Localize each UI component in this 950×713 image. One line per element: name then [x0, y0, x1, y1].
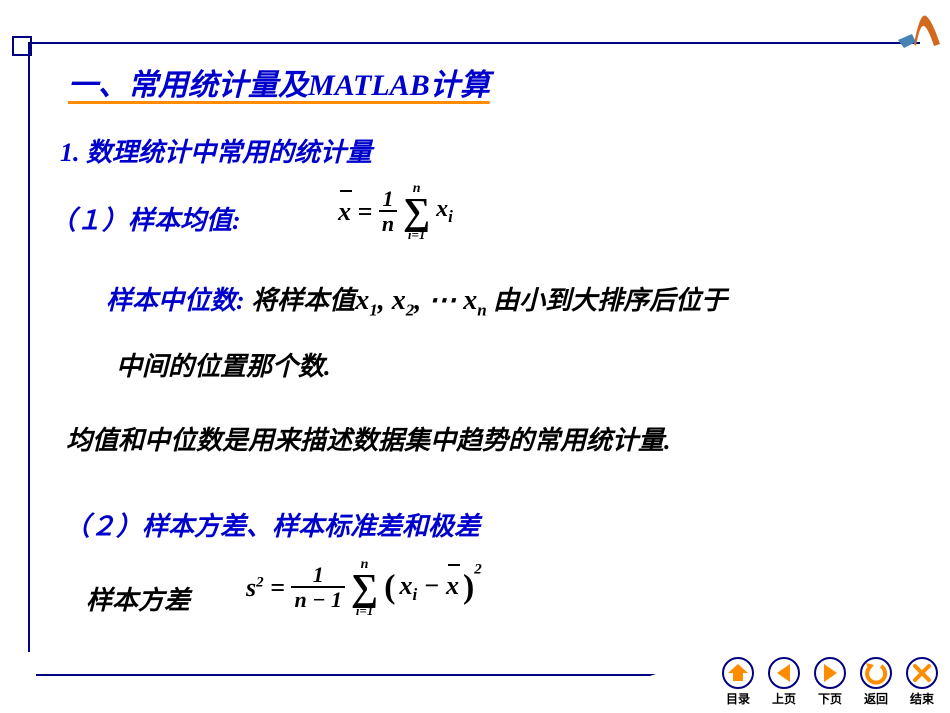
- nav-prev-button[interactable]: 上页: [768, 657, 800, 707]
- item-2-label: （２）样本方差、样本标准差和极差: [64, 506, 480, 543]
- median-line-2: 中间的位置那个数.: [116, 346, 331, 383]
- formula-mean: x = 1n n∑i=1 xi: [338, 182, 478, 252]
- description-line: 均值和中位数是用来描述数据集中趋势的常用统计量.: [66, 420, 671, 457]
- nav-bar: 目录 上页 下页 返回 结束: [722, 657, 938, 707]
- item-1-label: （１）样本均值:: [50, 200, 241, 237]
- section-heading: 1. 数理统计中常用的统计量: [60, 132, 372, 169]
- nav-toc-button[interactable]: 目录: [722, 657, 754, 707]
- footer-rule: [36, 674, 616, 676]
- variance-label: 样本方差: [86, 580, 190, 617]
- nav-next-button[interactable]: 下页: [814, 657, 846, 707]
- median-line: 样本中位数: 将样本值x1, x2, ⋯ xn 由小到大排序后位于: [106, 280, 727, 321]
- nav-back-button[interactable]: 返回: [860, 657, 892, 707]
- formula-variance: s2 = 1n − 1 n∑i=1 ( xi − x )2: [246, 558, 506, 628]
- page-title: 一、常用统计量及MATLAB计算: [68, 60, 490, 104]
- nav-end-button[interactable]: 结束: [906, 657, 938, 707]
- matlab-logo-icon: [890, 0, 950, 60]
